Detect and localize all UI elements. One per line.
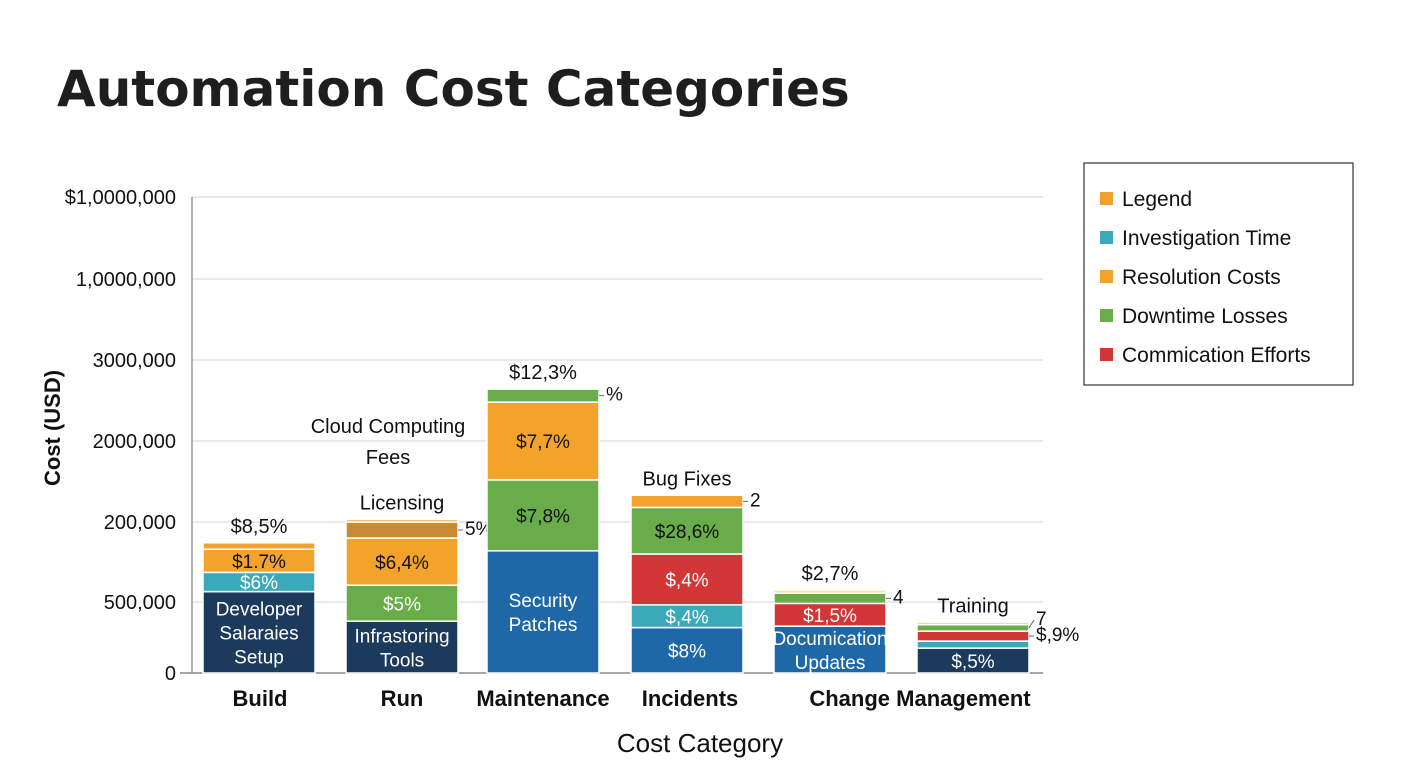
legend-swatch <box>1100 231 1113 244</box>
bar-top-label: $8,5% <box>231 516 288 538</box>
segment-label: $8% <box>668 641 706 662</box>
bar-segment <box>202 590 316 674</box>
bar-segment <box>773 592 887 605</box>
bar-segment <box>345 620 459 674</box>
y-tick-label: 200,000 <box>104 512 176 534</box>
legend-swatch <box>1100 348 1113 361</box>
bar-segment <box>630 626 744 674</box>
segment-label: Updates <box>795 653 866 674</box>
segment-label: $6,4% <box>375 553 429 574</box>
bar-top-label: $2,7% <box>802 563 859 585</box>
legend-label: Investigation Time <box>1122 227 1291 250</box>
x-tick-label: Incidents <box>642 686 739 711</box>
bar-incidents: $8% $,4% $,4% $28,6% 2 Bug Fixes <box>630 468 761 674</box>
bar-segment <box>916 630 1030 642</box>
y-tick-label: 2000,000 <box>93 431 176 453</box>
legend-swatch <box>1100 192 1113 205</box>
bar-run: Infrastoring Tools $5% $6,4% 5% Licensing Clou… <box>311 416 493 674</box>
label-leader <box>1028 619 1035 629</box>
segment-label: $,5% <box>951 652 994 673</box>
bar-segment <box>630 494 744 509</box>
bar-segment <box>345 521 459 539</box>
legend: Legend Investigation Time Resolution Costs… <box>1083 162 1354 386</box>
y-tick-label: 3000,000 <box>93 350 176 372</box>
y-tick-label: 500,000 <box>104 592 176 614</box>
y-tick-label: 0 <box>165 663 176 685</box>
legend-label: Commication Efforts <box>1122 344 1311 367</box>
x-tick-label: Maintenance <box>476 686 609 711</box>
bar-top-label: Bug Fixes <box>643 468 732 490</box>
x-tick-labels: Build Run Maintenance Incidents Change Manag… <box>233 686 1032 711</box>
segment-label: $1,5% <box>803 606 857 627</box>
bar-segment <box>916 621 1030 626</box>
x-tick-label: Build <box>233 686 288 711</box>
bar-segment <box>486 388 600 403</box>
segment-label: Setup <box>234 648 284 669</box>
y-axis-label: Cost (USD) <box>40 370 65 486</box>
segment-label: Tools <box>380 650 424 671</box>
segment-label: Developer <box>216 600 303 621</box>
bar-segment <box>202 542 316 550</box>
segment-label: $,4% <box>665 607 708 628</box>
segment-label: 7 <box>1036 609 1047 630</box>
bars: Developer Salaraies Setup $6%$1.7% $8,5% Infr… <box>202 362 1079 674</box>
y-tick-label: $1,0000,000 <box>65 187 176 209</box>
bar-management: $,5% $,9%7 Training <box>916 596 1079 674</box>
segment-label: Salaraies <box>219 624 298 645</box>
chart-title: Automation Cost Categories <box>57 60 850 118</box>
bar-segment <box>630 506 744 555</box>
bar-change: Documication Updates $1,5% 4 $2,7% <box>772 563 904 674</box>
bar-maintenance: Security Patches $7,8% $7,7%% $12,3% <box>486 362 623 674</box>
bar-segment <box>916 640 1030 649</box>
bar-build: Developer Salaraies Setup $6%$1.7% $8,5% <box>202 516 316 674</box>
segment-label: Patches <box>509 615 578 636</box>
x-tick-label: Change Management <box>809 686 1031 711</box>
bar-segment <box>773 625 887 674</box>
bar-annotation: Fees <box>366 447 410 469</box>
x-tick-label: Run <box>381 686 424 711</box>
bar-top-label: $12,3% <box>509 362 577 384</box>
y-tick-label: 1,0000,000 <box>76 269 176 291</box>
segment-label: Infrastoring <box>354 626 449 647</box>
bar-segment <box>630 553 744 606</box>
bar-segment <box>345 518 459 523</box>
bar-segment <box>916 623 1030 632</box>
bar-top-label: Training <box>937 596 1009 618</box>
bar-segment <box>773 589 887 594</box>
bar-top-label: Licensing <box>360 493 445 515</box>
segment-label: $,4% <box>665 571 708 592</box>
x-axis-label: Cost Category <box>617 728 783 758</box>
segment-label: $7,8% <box>516 507 570 528</box>
segment-label: $6% <box>240 573 278 594</box>
grid <box>192 196 1043 603</box>
legend-swatch <box>1100 309 1113 322</box>
segment-label: $7,7% <box>516 432 570 453</box>
segment-label: $1.7% <box>232 552 286 573</box>
legend-label: Downtime Losses <box>1122 305 1288 328</box>
segment-label: Security <box>509 591 578 612</box>
segment-label: $28,6% <box>655 522 720 543</box>
y-ticks: 0 500,000 200,000 2000,000 3000,000 1,0000,00… <box>65 187 176 685</box>
segment-label: $5% <box>383 594 421 615</box>
segment-label: Documication <box>772 629 887 650</box>
legend-label: Resolution Costs <box>1122 266 1281 289</box>
segment-label: $,9% <box>1036 625 1079 646</box>
segment-label: 4 <box>893 587 904 608</box>
bar-segment <box>486 479 600 552</box>
bar-annotation: Cloud Computing <box>311 416 466 438</box>
segment-label: % <box>606 385 623 406</box>
bar-segment <box>486 401 600 481</box>
segment-label: 5% <box>465 519 493 540</box>
legend-label: Legend <box>1122 188 1192 211</box>
legend-box <box>1083 162 1354 386</box>
bar-segment <box>345 584 459 622</box>
legend-swatch <box>1100 270 1113 283</box>
bar-segment <box>345 537 459 586</box>
segment-label: 2 <box>750 490 761 511</box>
